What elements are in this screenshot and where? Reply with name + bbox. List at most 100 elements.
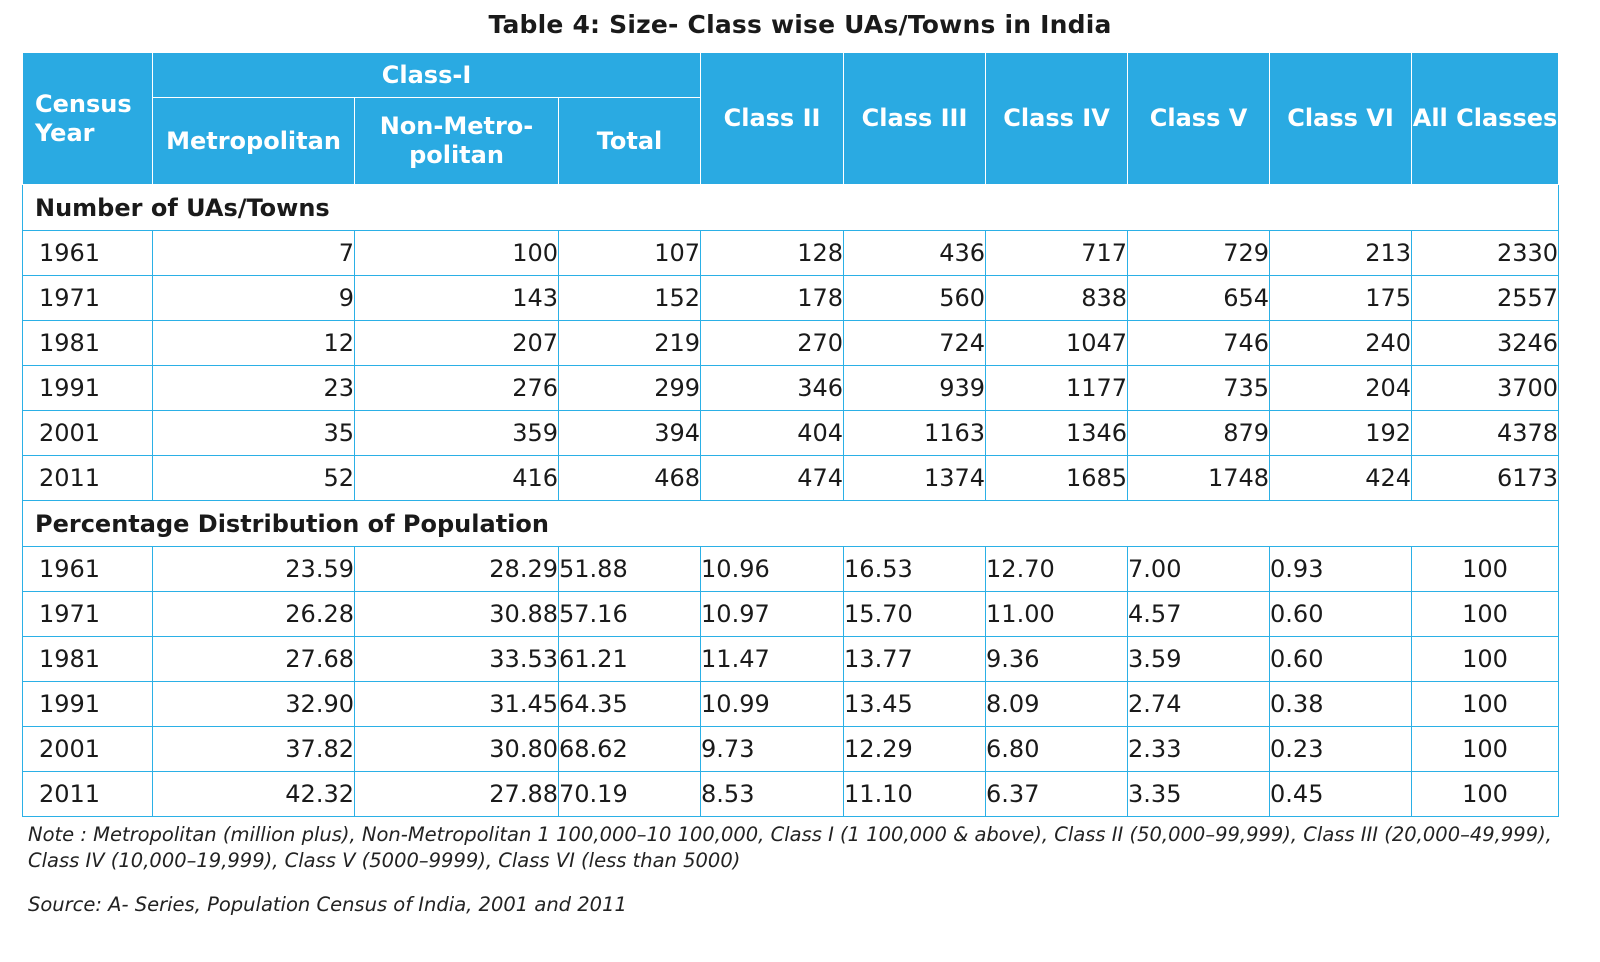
section-label: Number of UAs/Towns xyxy=(21,184,1560,231)
cell-all-classes: 100 xyxy=(1411,591,1560,637)
cell-total: 299 xyxy=(557,365,702,411)
cell-class-5: 3.59 xyxy=(1127,636,1271,682)
cell-total: 68.62 xyxy=(557,726,702,772)
table-header: Census Year Class-I Class II Class III C… xyxy=(22,52,1560,185)
cell-class-4: 6.80 xyxy=(985,726,1129,772)
cell-class-5: 1748 xyxy=(1127,455,1271,501)
cell-metropolitan: 35 xyxy=(152,410,355,456)
cell-non-metropolitan: 143 xyxy=(354,275,559,321)
cell-class-6: 213 xyxy=(1269,230,1413,276)
cell-class-2: 9.73 xyxy=(700,726,845,772)
cell-non-metropolitan: 359 xyxy=(354,410,559,456)
cell-class-3: 16.53 xyxy=(843,546,987,592)
cell-non-metropolitan: 28.29 xyxy=(354,546,559,592)
cell-metropolitan: 23 xyxy=(152,365,355,411)
cell-total: 152 xyxy=(557,275,702,321)
table-row: 1991 32.90 31.45 64.35 10.99 13.45 8.09 2.74 0.3… xyxy=(22,681,1560,727)
cell-census-year: 1981 xyxy=(22,636,153,682)
cell-census-year: 2011 xyxy=(22,771,153,817)
cell-metropolitan: 26.28 xyxy=(152,591,355,637)
cell-class-2: 474 xyxy=(700,455,845,501)
cell-class-6: 240 xyxy=(1269,320,1413,366)
cell-non-metropolitan: 30.80 xyxy=(354,726,559,772)
cell-census-year: 2001 xyxy=(22,726,153,772)
cell-census-year: 1991 xyxy=(22,365,153,411)
cell-total: 219 xyxy=(557,320,702,366)
cell-total: 57.16 xyxy=(557,591,702,637)
cell-non-metropolitan: 27.88 xyxy=(354,771,559,817)
cell-class-6: 424 xyxy=(1269,455,1413,501)
header-class-1: Class-I xyxy=(151,52,702,98)
header-total: Total xyxy=(557,97,702,185)
cell-non-metropolitan: 416 xyxy=(354,455,559,501)
cell-class-4: 9.36 xyxy=(985,636,1129,682)
cell-total: 394 xyxy=(557,410,702,456)
cell-class-4: 6.37 xyxy=(985,771,1129,817)
cell-class-5: 735 xyxy=(1127,365,1271,411)
cell-total: 51.88 xyxy=(557,546,702,592)
cell-metropolitan: 32.90 xyxy=(152,681,355,727)
cell-class-2: 270 xyxy=(700,320,845,366)
cell-census-year: 1971 xyxy=(22,275,153,321)
cell-non-metropolitan: 31.45 xyxy=(354,681,559,727)
cell-census-year: 2011 xyxy=(22,455,153,501)
cell-class-6: 0.60 xyxy=(1269,591,1413,637)
cell-class-4: 717 xyxy=(985,230,1129,276)
cell-metropolitan: 12 xyxy=(152,320,355,366)
cell-class-4: 1685 xyxy=(985,455,1129,501)
cell-all-classes: 2557 xyxy=(1411,275,1560,321)
cell-class-2: 404 xyxy=(700,410,845,456)
cell-class-4: 1346 xyxy=(985,410,1129,456)
cell-class-3: 436 xyxy=(843,230,987,276)
header-class-6: Class VI xyxy=(1269,52,1413,185)
cell-class-6: 192 xyxy=(1269,410,1413,456)
table-row: 1981 12 207 219 270 724 1047 746 240 3246 xyxy=(22,320,1560,366)
header-metropolitan: Metropolitan xyxy=(152,97,355,185)
header-class-2: Class II xyxy=(700,52,845,185)
table-row: 2001 35 359 394 404 1163 1346 879 192 4378 xyxy=(22,410,1560,456)
cell-class-2: 10.99 xyxy=(700,681,845,727)
cell-class-3: 13.77 xyxy=(843,636,987,682)
cell-class-2: 8.53 xyxy=(700,771,845,817)
cell-metropolitan: 52 xyxy=(152,455,355,501)
cell-class-6: 0.45 xyxy=(1269,771,1413,817)
cell-non-metropolitan: 100 xyxy=(354,230,559,276)
cell-class-5: 729 xyxy=(1127,230,1271,276)
cell-class-6: 175 xyxy=(1269,275,1413,321)
cell-metropolitan: 7 xyxy=(152,230,355,276)
table-row: 2011 52 416 468 474 1374 1685 1748 424 6173 xyxy=(22,455,1560,501)
section-row-number: Number of UAs/Towns xyxy=(21,184,1560,231)
cell-metropolitan: 27.68 xyxy=(152,636,355,682)
header-class-5: Class V xyxy=(1127,52,1271,185)
cell-all-classes: 100 xyxy=(1411,546,1560,592)
section-row-percentage: Percentage Distribution of Population xyxy=(21,500,1560,547)
header-class-3: Class III xyxy=(843,52,987,185)
table-row: 1981 27.68 33.53 61.21 11.47 13.77 9.36 3.59 0.6… xyxy=(22,636,1560,682)
cell-all-classes: 100 xyxy=(1411,636,1560,682)
cell-metropolitan: 23.59 xyxy=(152,546,355,592)
cell-class-2: 11.47 xyxy=(700,636,845,682)
cell-class-3: 12.29 xyxy=(843,726,987,772)
cell-metropolitan: 37.82 xyxy=(152,726,355,772)
cell-class-5: 4.57 xyxy=(1127,591,1271,637)
cell-class-3: 939 xyxy=(843,365,987,411)
cell-all-classes: 3700 xyxy=(1411,365,1560,411)
cell-metropolitan: 42.32 xyxy=(152,771,355,817)
cell-class-3: 1163 xyxy=(843,410,987,456)
cell-all-classes: 100 xyxy=(1411,726,1560,772)
cell-all-classes: 3246 xyxy=(1411,320,1560,366)
cell-class-5: 3.35 xyxy=(1127,771,1271,817)
cell-class-4: 8.09 xyxy=(985,681,1129,727)
cell-class-4: 1047 xyxy=(985,320,1129,366)
cell-non-metropolitan: 30.88 xyxy=(354,591,559,637)
cell-class-3: 15.70 xyxy=(843,591,987,637)
cell-class-3: 724 xyxy=(843,320,987,366)
table-row: 2001 37.82 30.80 68.62 9.73 12.29 6.80 2.33 0.23… xyxy=(22,726,1560,772)
cell-census-year: 1981 xyxy=(22,320,153,366)
cell-class-2: 178 xyxy=(700,275,845,321)
table-row: 1991 23 276 299 346 939 1177 735 204 3700 xyxy=(22,365,1560,411)
cell-class-5: 879 xyxy=(1127,410,1271,456)
table-note: Note : Metropolitan (million plus), Non-… xyxy=(28,823,1552,872)
cell-class-5: 746 xyxy=(1127,320,1271,366)
cell-all-classes: 100 xyxy=(1411,681,1560,727)
